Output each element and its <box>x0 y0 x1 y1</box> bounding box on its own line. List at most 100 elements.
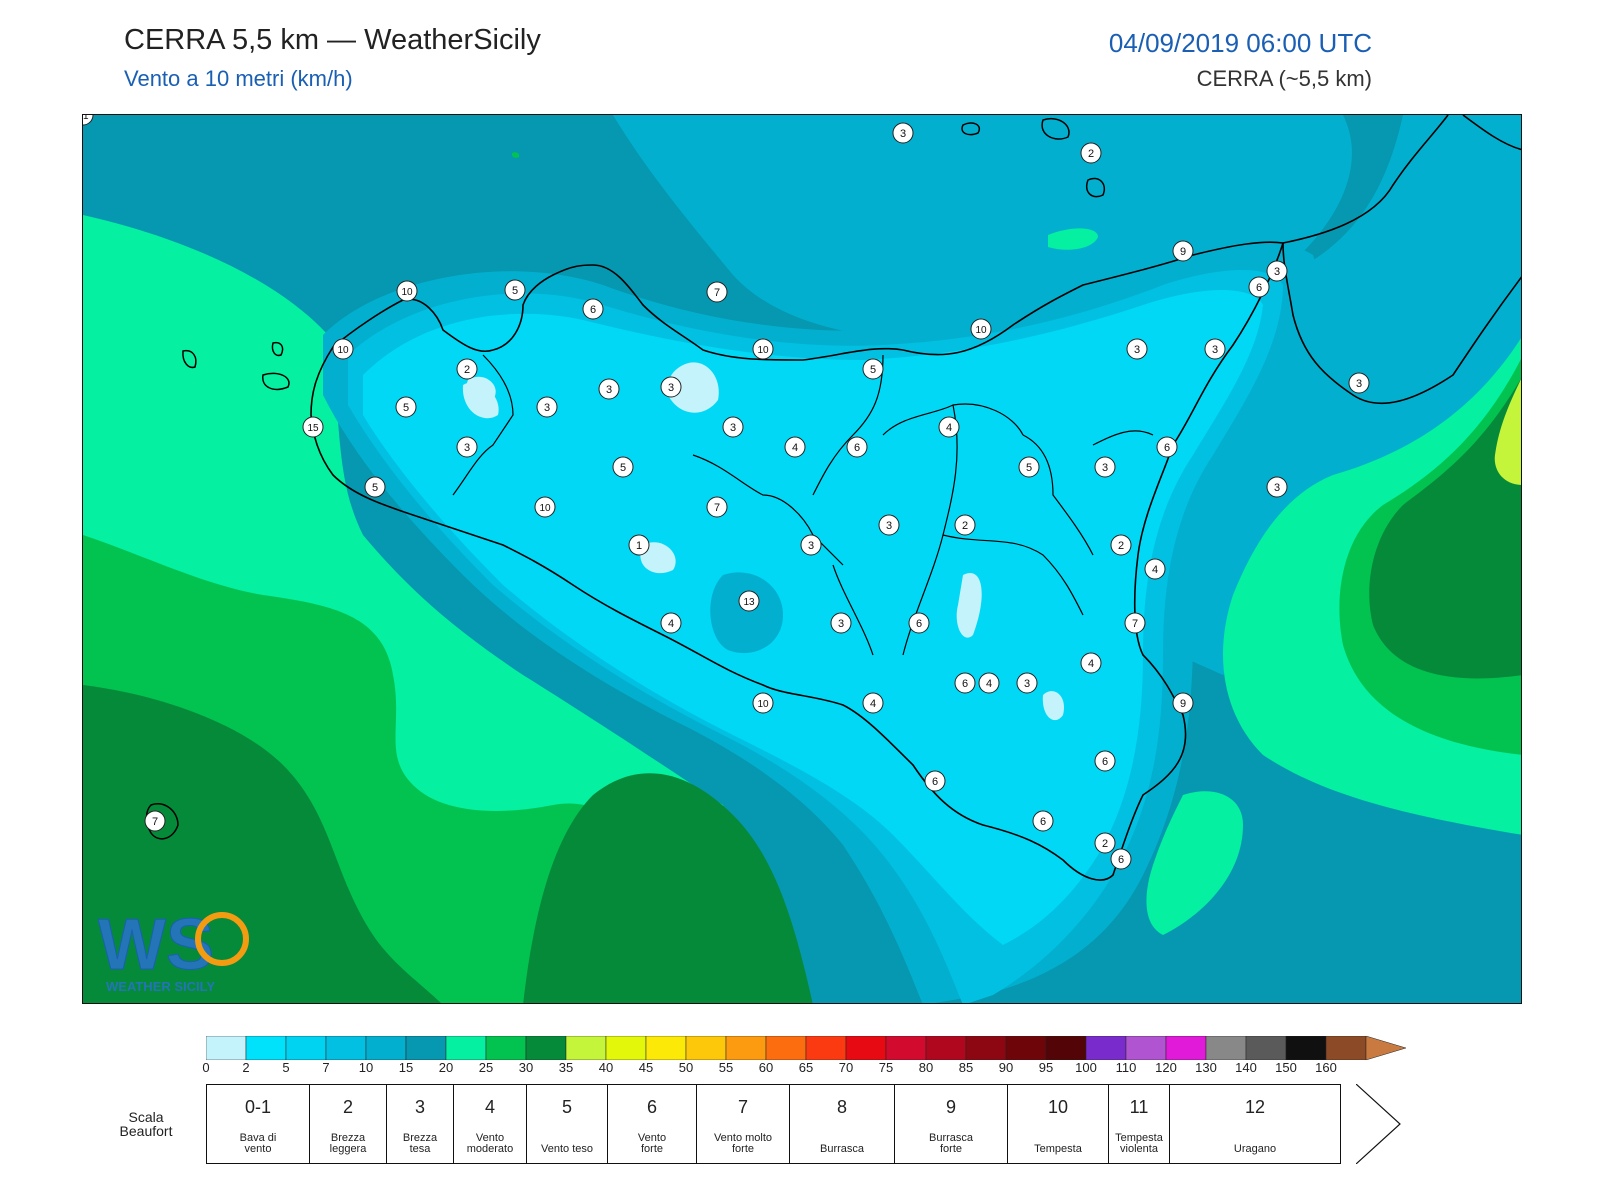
colorbar-tick-label: 50 <box>678 1060 694 1075</box>
station-wind-value: 2 <box>1088 148 1094 160</box>
colorbar-cell <box>1005 1036 1047 1060</box>
station-marker <box>1266 476 1288 498</box>
station-wind-value: 4 <box>870 698 876 710</box>
station-wind-value: 9 <box>1180 246 1186 258</box>
island-eolie-2 <box>1041 118 1070 140</box>
station-wind-value: 3 <box>838 618 844 630</box>
beaufort-level-number: 10 <box>1047 1097 1069 1117</box>
station-marker <box>784 436 806 458</box>
station-marker <box>332 338 354 360</box>
colorbar-tick-label: 150 <box>1275 1060 1297 1075</box>
station-wind-value: 7 <box>1132 618 1138 630</box>
colorbar-cell <box>845 1036 887 1060</box>
station-wind-value: 3 <box>1102 462 1108 474</box>
station-wind-value: 3 <box>1024 678 1030 690</box>
beaufort-level-description: Burrasca <box>819 1143 865 1155</box>
colorbar-tick-label: 160 <box>1315 1060 1337 1075</box>
station-wind-value: 10 <box>757 699 769 710</box>
colorbar-cell <box>565 1036 607 1060</box>
colorbar-cell <box>765 1036 807 1060</box>
station-wind-value: 5 <box>1026 462 1032 474</box>
inland-dark-spot <box>710 572 783 654</box>
station-marker <box>978 672 1000 694</box>
station-marker <box>612 456 634 478</box>
beaufort-level: 8 Burrasca <box>789 1084 894 1164</box>
station-marker <box>892 122 914 144</box>
station-wind-value: 6 <box>590 304 596 316</box>
tyrrhenian-mint-patch <box>1048 228 1098 250</box>
model-label: CERRA (~5,5 km) <box>1196 66 1372 91</box>
station-marker <box>800 534 822 556</box>
station-marker <box>722 416 744 438</box>
beaufort-level-number: 8 <box>836 1097 847 1117</box>
station-wind-value: 6 <box>932 776 938 788</box>
station-marker <box>706 496 728 518</box>
station-marker <box>1204 338 1226 360</box>
station-marker <box>582 298 604 320</box>
station-marker <box>1248 276 1270 298</box>
colorbar-cell <box>605 1036 647 1060</box>
beaufort-level-description: Burrasca forte <box>928 1132 974 1155</box>
station-wind-value: 3 <box>464 442 470 454</box>
station-wind-value: 6 <box>1256 282 1262 294</box>
beaufort-level: 5 Vento teso <box>526 1084 607 1164</box>
station-wind-value: 3 <box>808 540 814 552</box>
beaufort-level-number: 2 <box>342 1097 353 1117</box>
station-marker <box>396 280 418 302</box>
colorbar-tick-label: 30 <box>518 1060 534 1075</box>
station-marker <box>1348 372 1370 394</box>
station-marker <box>536 396 558 418</box>
colorbar-cell <box>325 1036 367 1060</box>
beaufort-level-number: 6 <box>646 1097 657 1117</box>
station-marker <box>456 436 478 458</box>
colorbar-tick-label: 120 <box>1155 1060 1177 1075</box>
station-marker <box>908 612 930 634</box>
station-marker <box>1094 832 1116 854</box>
colorbar-tick-label: 130 <box>1195 1060 1217 1075</box>
beaufort-level-number: 12 <box>1244 1097 1266 1117</box>
station-wind-value: 3 <box>606 384 612 396</box>
station-wind-value: 7 <box>714 502 720 514</box>
southwest-dark-green <box>83 685 441 1003</box>
station-marker <box>862 692 884 714</box>
station-marker <box>1126 338 1148 360</box>
station-marker <box>752 338 774 360</box>
station-marker <box>144 810 166 832</box>
forecast-datetime: 04/09/2019 06:00 UTC <box>1108 28 1372 58</box>
colorbar-cell-overflow-arrow <box>1365 1036 1406 1060</box>
station-wind-value: 2 <box>1102 838 1108 850</box>
station-marker <box>1266 260 1288 282</box>
station-wind-value: 9 <box>1180 698 1186 710</box>
station-wind-value: 3 <box>900 128 906 140</box>
station-wind-value: 13 <box>743 597 755 608</box>
beaufort-level-description: Vento teso <box>541 1143 593 1155</box>
station-marker <box>395 396 417 418</box>
colorbar-cell <box>1325 1036 1367 1060</box>
station-wind-value: 6 <box>1164 442 1170 454</box>
colorbar-tick-label: 2 <box>242 1060 250 1075</box>
colorbar-tick-label: 7 <box>322 1060 330 1075</box>
logo-letters: WS <box>98 905 214 985</box>
beaufort-level-description: Uragano <box>1233 1143 1277 1155</box>
station-wind-value: 21 <box>83 115 89 122</box>
beaufort-level-number: 0-1 <box>244 1097 271 1117</box>
colorbar-cell <box>1045 1036 1087 1060</box>
colorbar-cell <box>405 1036 447 1060</box>
station-marker <box>598 378 620 400</box>
station-wind-value: 4 <box>1088 658 1094 670</box>
colorbar-cell <box>885 1036 927 1060</box>
station-marker <box>1124 612 1146 634</box>
station-marker <box>1018 456 1040 478</box>
beaufort-title-line2: Beaufort <box>119 1123 173 1139</box>
station-wind-value: 3 <box>730 422 736 434</box>
beaufort-title: Scala Beaufort <box>108 1110 184 1138</box>
station-marker <box>660 612 682 634</box>
station-marker <box>1172 692 1194 714</box>
colorbar-cell <box>445 1036 487 1060</box>
south-dark-green <box>523 773 813 1003</box>
colorbar-cell <box>1165 1036 1207 1060</box>
station-marker <box>1144 558 1166 580</box>
beaufort-level: 0-1 Bava di vento <box>206 1084 309 1164</box>
beaufort-level-number: 3 <box>414 1097 425 1117</box>
beaufort-level-number: 11 <box>1129 1097 1149 1117</box>
